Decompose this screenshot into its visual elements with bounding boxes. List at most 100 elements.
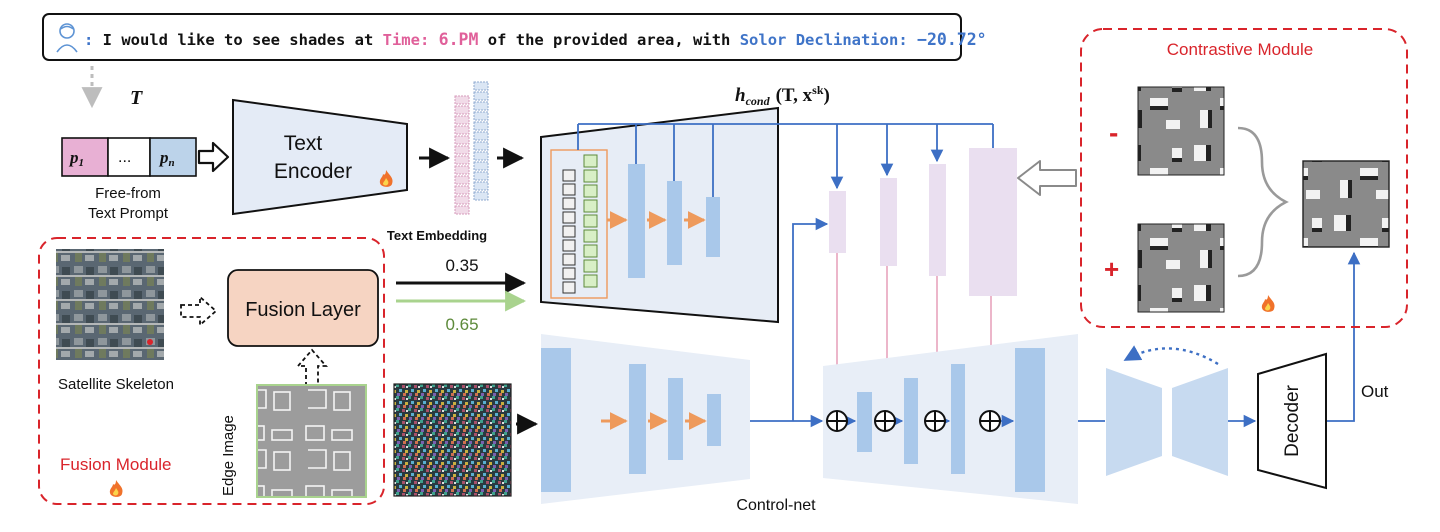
cross-attn-arrows: [830, 124, 944, 190]
cond-taps: [577, 123, 994, 197]
prompt-colon: :: [84, 31, 103, 49]
unet-enc-block-4: [707, 394, 721, 446]
embedding-cell: [454, 195, 470, 205]
embedding-cell: [473, 131, 489, 141]
unet-enc-block-1: [541, 348, 571, 492]
weight-black: 0.35: [445, 256, 478, 275]
embedding-cell: [454, 175, 470, 185]
token-grid-cell: [562, 253, 576, 266]
token-grid-cell: [562, 197, 576, 210]
edge-to-fusion-arrow: [296, 348, 328, 387]
token-symbol: T: [130, 87, 143, 109]
output-shade-image: [1302, 160, 1390, 248]
attn-block-2: [880, 178, 897, 266]
attn-block-4: [969, 148, 1017, 296]
text-encoder-line2: Encoder: [274, 160, 352, 183]
token-to-encoder-arrow: [197, 141, 230, 173]
token-grid-cell: [583, 169, 598, 183]
text-encoder-block: [232, 98, 408, 216]
embedding-cell: [454, 125, 470, 135]
prompt-text: : I would like to see shades at Time: 6.…: [84, 30, 987, 49]
prompt-mid: of the provided area, with: [478, 31, 739, 49]
embedding-cell: [454, 115, 470, 125]
plus-circle-icon: [924, 410, 946, 432]
embedding-cell: [454, 185, 470, 195]
satellite-image: [56, 249, 164, 360]
token-grid-cell: [562, 169, 576, 182]
token-grid-cell: [583, 214, 598, 228]
fire-icon: [1261, 295, 1275, 312]
token-grid-frame: [550, 149, 608, 299]
fire-icon: [379, 170, 393, 187]
cond-block-2: [667, 181, 682, 265]
embedding-cell: [473, 81, 489, 91]
token-grid-cell: [562, 225, 576, 238]
curly-brace-icon: [1237, 126, 1289, 278]
token-grid-cell: [583, 154, 598, 168]
plus-circle-icon: [826, 410, 848, 432]
contrastive-title: Contrastive Module: [1167, 40, 1313, 59]
decoder-label: Decoder: [1282, 384, 1303, 456]
token-grid-cell: [583, 259, 598, 273]
satellite-marker: [147, 339, 153, 345]
token-grid-cell: [583, 274, 598, 288]
prompt-decl-value: −20.72°: [917, 30, 987, 49]
token-grid-cell: [562, 211, 576, 224]
prompt-time-label: Time:: [383, 31, 430, 49]
text-encoder-line1: Text: [284, 132, 323, 155]
attn-block-3: [929, 164, 946, 276]
embedding-cell: [454, 165, 470, 175]
text-embedding-stack: [454, 81, 489, 215]
prompt-time-space: [429, 31, 438, 49]
unet-dec-block-4: [1015, 348, 1045, 492]
latent-encoder-block: [1106, 368, 1162, 476]
satellite-to-fusion-arrow: [180, 295, 218, 327]
main-flow-lines: [750, 217, 1361, 428]
unet-dec-block-2: [904, 378, 918, 464]
token-p1: p1: [68, 148, 84, 169]
unet-enc-block-3: [668, 378, 683, 460]
embedding-cell: [454, 95, 470, 105]
token-grid-cell: [583, 184, 598, 198]
token-grid: [562, 154, 598, 294]
condition-encoder-block: [540, 106, 779, 324]
unet-dec-block-1: [857, 392, 872, 452]
embedding-cell: [473, 181, 489, 191]
embedding-cell: [454, 205, 470, 215]
negative-shade-image: [1137, 86, 1225, 176]
edge-image: [256, 384, 367, 498]
decoder-block: [1257, 352, 1327, 490]
embedding-cell: [473, 111, 489, 121]
unet-decoder-block: [823, 334, 1078, 504]
embedding-cell: [473, 151, 489, 161]
embedding-cell: [473, 91, 489, 101]
unet-dec-block-3: [951, 364, 965, 474]
plus-circle-icon: [874, 410, 896, 432]
edge-label: Edge Image: [220, 415, 237, 496]
prompt-time-value: 6.PM: [439, 30, 479, 49]
prompt-decl-label: Solor Declination:: [740, 31, 908, 49]
controlnet-label: Control-net: [736, 497, 816, 514]
embedding-cell: [473, 101, 489, 111]
fusion-layer-block: [227, 269, 379, 347]
token-grid-cell: [562, 239, 576, 252]
embedding-cell: [473, 121, 489, 131]
noise-image: [393, 383, 512, 497]
positive-shade-image: [1137, 223, 1225, 313]
token-grid-cell: [583, 199, 598, 213]
weight-green: 0.65: [445, 315, 478, 334]
token-grid-cell: [562, 183, 576, 196]
out-label: Out: [1361, 382, 1389, 401]
fusion-module-frame: [38, 237, 385, 505]
token-grid-cell: [583, 229, 598, 243]
fusion-layer-label: Fusion Layer: [245, 299, 361, 321]
cond-block-1: [628, 164, 645, 278]
embedding-cell: [454, 145, 470, 155]
token-boxes: [61, 137, 197, 177]
embedding-cell: [473, 171, 489, 181]
contrastive-module-frame: [1080, 28, 1408, 328]
attn-block-1: [829, 191, 846, 253]
embedding-cell: [454, 105, 470, 115]
token-grid-cell: [562, 267, 576, 280]
